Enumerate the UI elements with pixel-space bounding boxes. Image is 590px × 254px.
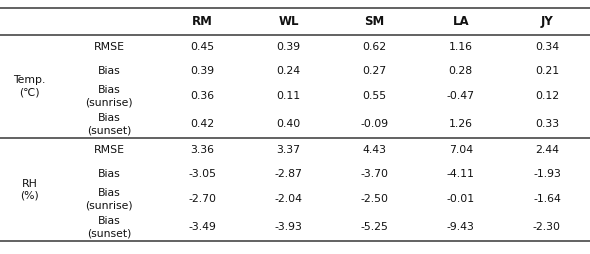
Text: -3.49: -3.49 — [188, 222, 217, 232]
Text: Bias
(sunrise): Bias (sunrise) — [86, 85, 133, 107]
Text: -3.93: -3.93 — [274, 222, 303, 232]
Text: RH
(%): RH (%) — [20, 179, 39, 201]
Text: RMSE: RMSE — [94, 145, 124, 155]
Text: -4.11: -4.11 — [447, 169, 475, 179]
Text: 2.44: 2.44 — [535, 145, 559, 155]
Text: 7.04: 7.04 — [449, 145, 473, 155]
Text: -1.64: -1.64 — [533, 194, 561, 204]
Text: -0.47: -0.47 — [447, 91, 475, 101]
Text: Temp.
(℃): Temp. (℃) — [14, 75, 45, 98]
Text: 0.36: 0.36 — [191, 91, 214, 101]
Text: SM: SM — [365, 15, 385, 28]
Text: Bias
(sunset): Bias (sunset) — [87, 216, 132, 239]
Text: -1.93: -1.93 — [533, 169, 561, 179]
Text: Bias: Bias — [98, 66, 120, 75]
Text: -2.70: -2.70 — [188, 194, 217, 204]
Text: RM: RM — [192, 15, 213, 28]
Text: -2.87: -2.87 — [274, 169, 303, 179]
Text: 1.16: 1.16 — [449, 42, 473, 52]
Text: 0.42: 0.42 — [191, 119, 214, 129]
Text: -2.50: -2.50 — [360, 194, 389, 204]
Text: 1.26: 1.26 — [449, 119, 473, 129]
Text: -2.04: -2.04 — [274, 194, 303, 204]
Text: 0.55: 0.55 — [363, 91, 386, 101]
Text: 0.27: 0.27 — [363, 66, 386, 75]
Text: 0.40: 0.40 — [276, 119, 301, 129]
Text: 0.21: 0.21 — [535, 66, 559, 75]
Text: -5.25: -5.25 — [360, 222, 389, 232]
Text: 0.62: 0.62 — [363, 42, 386, 52]
Text: 0.34: 0.34 — [535, 42, 559, 52]
Text: 0.39: 0.39 — [277, 42, 300, 52]
Text: -3.70: -3.70 — [360, 169, 389, 179]
Text: 0.24: 0.24 — [277, 66, 300, 75]
Text: LA: LA — [453, 15, 469, 28]
Text: 4.43: 4.43 — [363, 145, 386, 155]
Text: -0.09: -0.09 — [360, 119, 389, 129]
Text: 0.45: 0.45 — [191, 42, 214, 52]
Text: 0.33: 0.33 — [535, 119, 559, 129]
Text: -3.05: -3.05 — [188, 169, 217, 179]
Text: Bias
(sunrise): Bias (sunrise) — [86, 188, 133, 211]
Text: WL: WL — [278, 15, 299, 28]
Text: Bias: Bias — [98, 169, 120, 179]
Text: 0.39: 0.39 — [191, 66, 214, 75]
Text: -0.01: -0.01 — [447, 194, 475, 204]
Text: -2.30: -2.30 — [533, 222, 561, 232]
Text: 0.11: 0.11 — [277, 91, 300, 101]
Text: 3.36: 3.36 — [191, 145, 214, 155]
Text: 0.28: 0.28 — [449, 66, 473, 75]
Text: RMSE: RMSE — [94, 42, 124, 52]
Text: 0.12: 0.12 — [535, 91, 559, 101]
Text: JY: JY — [540, 15, 553, 28]
Text: 3.37: 3.37 — [277, 145, 300, 155]
Text: -9.43: -9.43 — [447, 222, 475, 232]
Text: Bias
(sunset): Bias (sunset) — [87, 113, 132, 135]
